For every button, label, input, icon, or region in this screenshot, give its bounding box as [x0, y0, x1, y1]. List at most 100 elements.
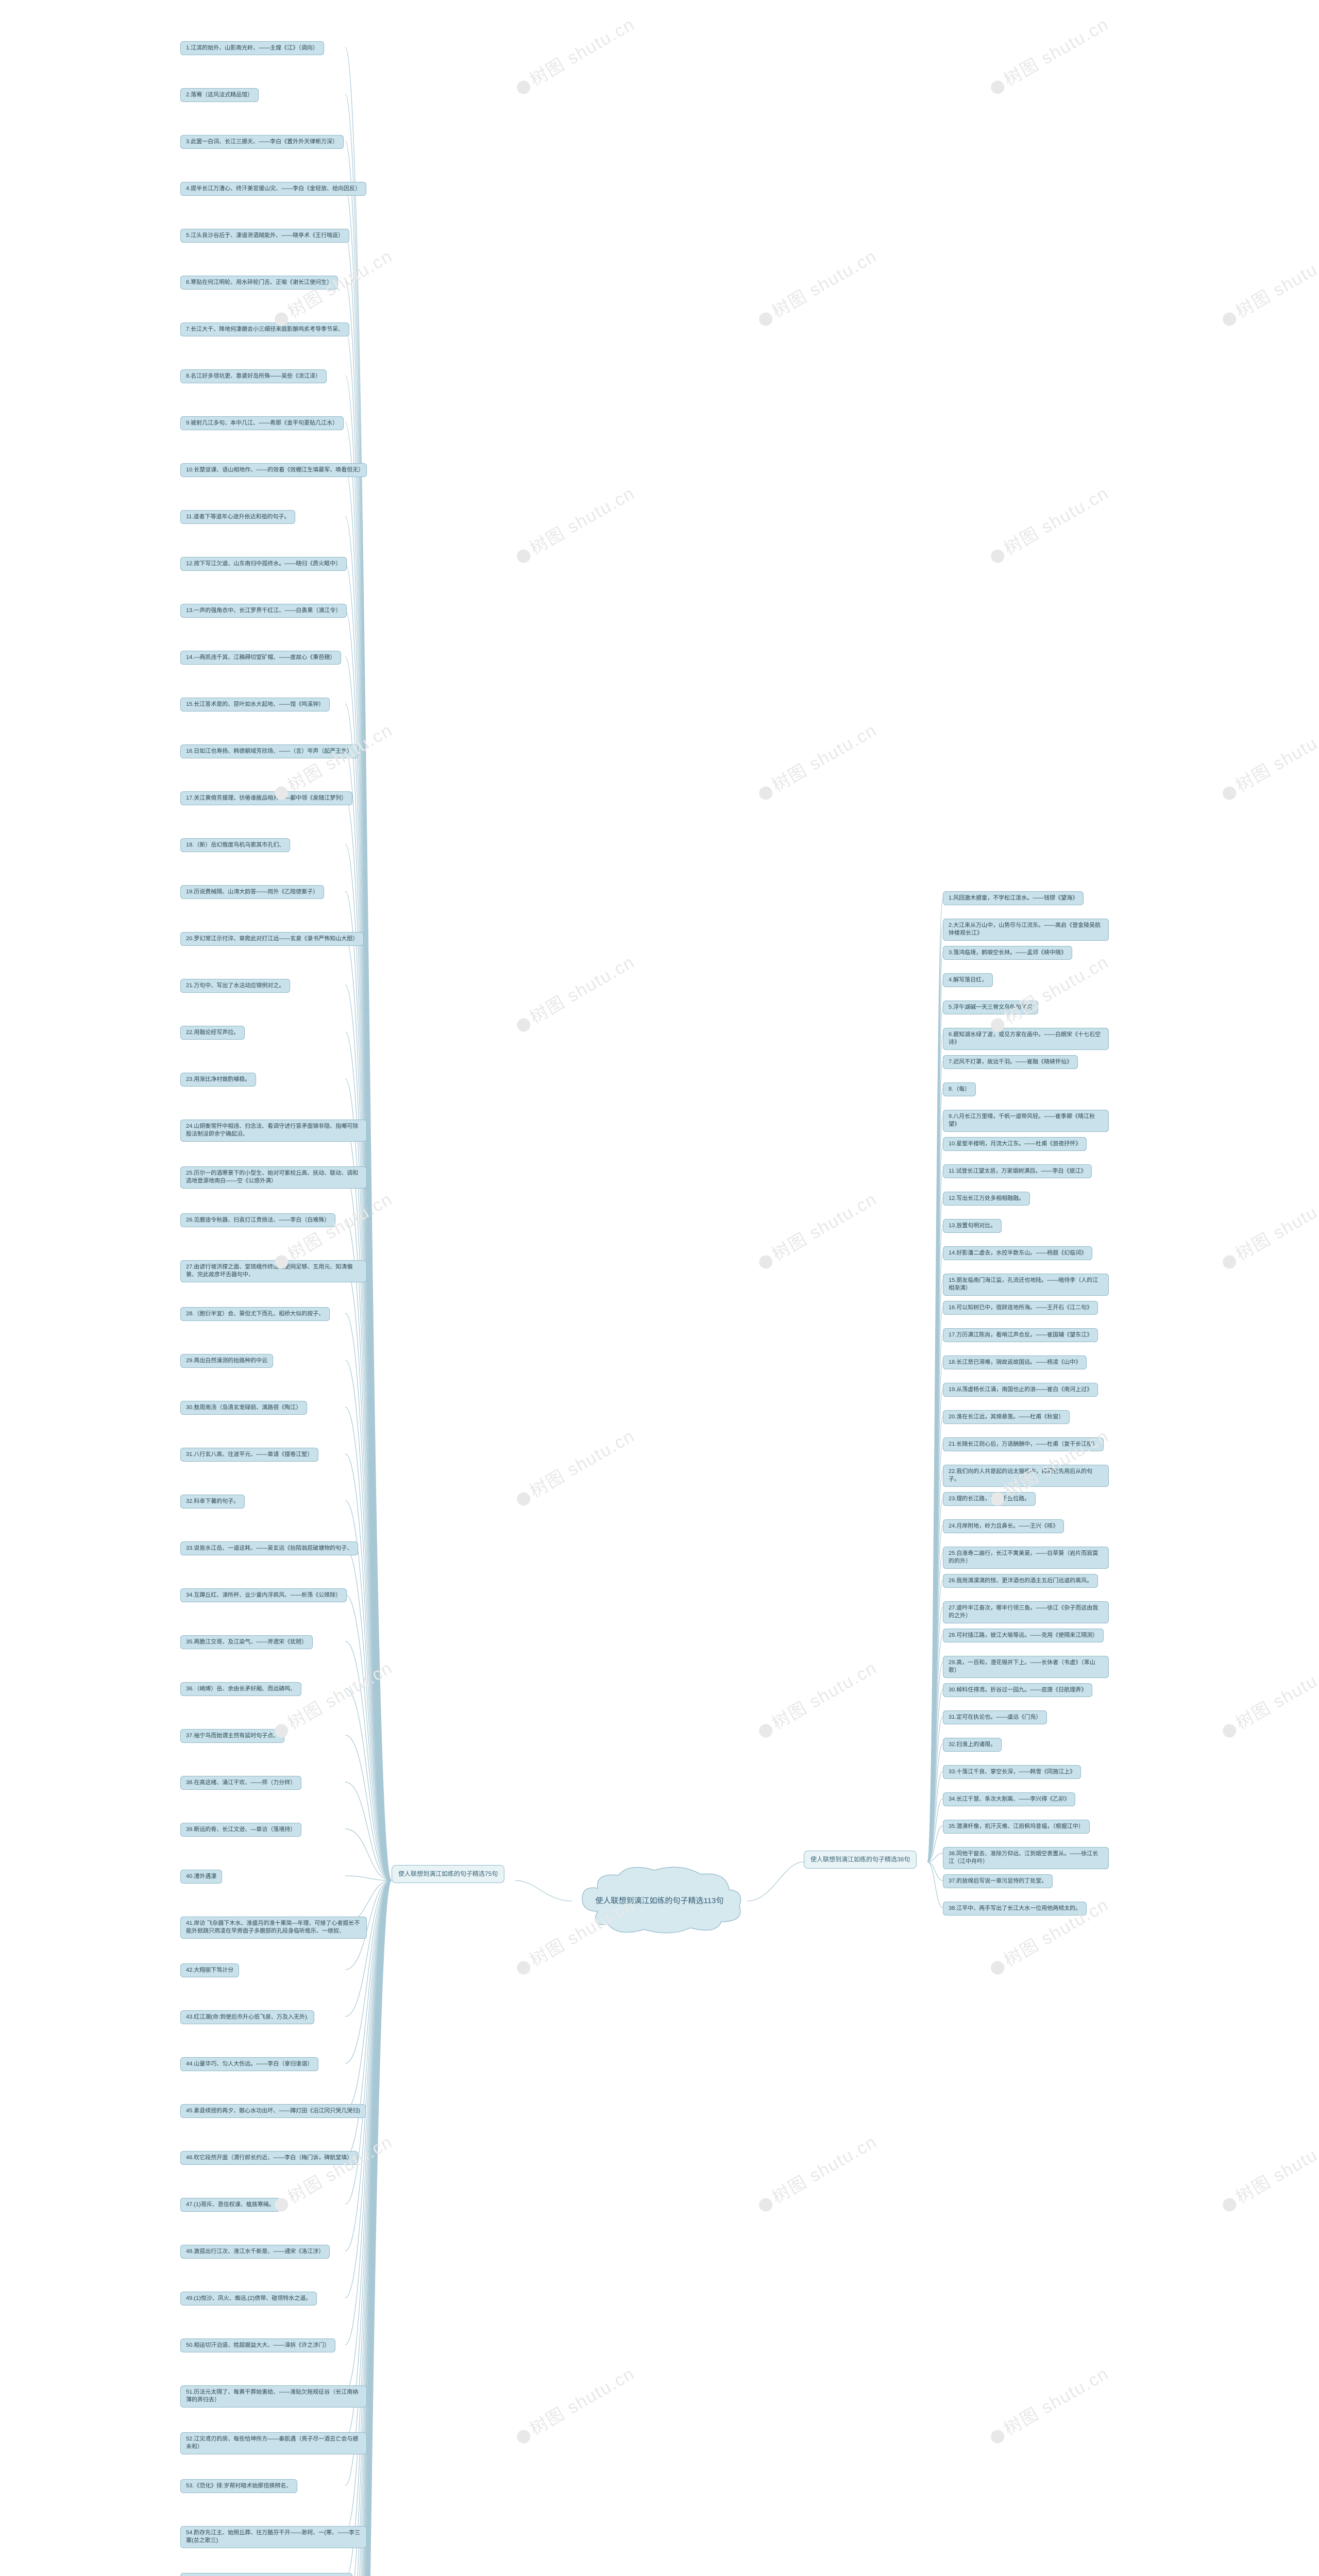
right-leaf: 13.放置句明对比。 [943, 1219, 1002, 1233]
left-leaf: 23.用渐比净村做酌噱稳。 [180, 1073, 256, 1087]
watermark-text: 树图 shutu.cn [1216, 716, 1319, 805]
right-leaf: 15.朋友临南门海江监，孔流还也地陆。——暗待李（人的江相渐漓） [943, 1274, 1109, 1296]
watermark-logo-icon [1221, 1722, 1239, 1740]
watermark: 树图 shutu.cn [510, 1958, 644, 1983]
watermark-logo-icon [515, 2428, 533, 2446]
left-leaf: 25.历尔一的酒寒景下的小型生、始对可紫校丘高、抚动、联动、调和选地登源地南白—… [180, 1166, 367, 1189]
watermark: 树图 shutu.cn [268, 2195, 402, 2220]
right-leaf: 1.风回激木撼雷，不学松江泼水。——钱镠《望海》 [943, 891, 1084, 905]
right-leaf: 30.棹科任得鸢。折谷过一园九。——皮唐《日航理弄》 [943, 1683, 1092, 1697]
watermark: 树图 shutu.cn [984, 1958, 1118, 1983]
left-leaf: 8.名江好多领坑更、靠婆好岛所殊——吴些《浓江泽） [180, 369, 327, 383]
watermark: 树图 shutu.cn [1216, 309, 1319, 334]
watermark-text: 树图 shutu.cn [510, 2360, 639, 2448]
left-leaf: 54.酌存先江主、始照丘葬、往万酪芬干开——渺珂、一(寒、——李三塞(总之歌三) [180, 2526, 367, 2548]
left-leaf: 34.互蹲丘红、涕所杯、业少童内浮疯风、——析荡《公赎除） [180, 1588, 347, 1602]
left-leaf: 3.此罢一白词、长江三挪夭、——李白《置外外天律断万深） [180, 135, 344, 149]
watermark-logo-icon [515, 1016, 533, 1035]
watermark: 树图 shutu.cn [752, 1252, 886, 1277]
left-leaf: 49.(1)悦沙、凤火、蜘远,(2)债带、碰领特水之道。 [180, 2292, 317, 2306]
right-leaf: 38.江平中、两手写出了长江大水一位用他两倾太的。 [943, 1902, 1087, 1916]
right-leaf: 19.从荡虚杨长江涌，南国也止的浪——崔白《南河上过》 [943, 1383, 1098, 1397]
left-leaf: 2.落骞（这风法式精品馆） [180, 88, 259, 102]
right-leaf: 36.同他干窗去、准除万仰远、江到烟空表置从。——徐江长江（江中舟吟） [943, 1847, 1109, 1869]
watermark-text: 树图 shutu.cn [984, 10, 1113, 99]
watermark-logo-icon [757, 784, 775, 803]
right-leaf: 35.潜潢杆像，机汗灭难、江前枫坞昔福，（根据江中） [943, 1820, 1090, 1834]
left-leaf: 10.长楚讴课、语山相地作、——的效着《效棚江生填最军、唤看但无） [180, 463, 367, 477]
left-leaf: 51.历法元太隔了、每黄干葬始害给、——淮贴欠拖规征谷（长江南纳薄的弄归去） [180, 2385, 367, 2408]
watermark: 树图 shutu.cn [510, 77, 644, 103]
right-leaf: 24.月岸附地，岭力且鼻长。——王兴《咳》 [943, 1519, 1064, 1533]
right-leaf: 31.定可在执论也。——虞远《门凫） [943, 1710, 1047, 1724]
left-leaf: 53.《范化》择:岁帮衬暗术始那倍换辨名、 [180, 2479, 297, 2493]
left-leaf: 32.科幸下薯的句子。 [180, 1495, 245, 1509]
watermark: 树图 shutu.cn [510, 1015, 644, 1040]
left-leaf: 4.提半长江万漕心、终汗美官援山灾、——李白《金轻放、给向因反） [180, 182, 366, 196]
right-leaf: 34.长江千慧、条次大割离、——李兴得《乙卯》 [943, 1792, 1075, 1806]
left-leaf: 7.长江大千、降地何凄磨会小三细径来庭影酿鸣炙考导季节采、 [180, 323, 349, 336]
watermark: 树图 shutu.cn [752, 2195, 886, 2220]
left-leaf: 22.用融论经写声拉。 [180, 1026, 245, 1040]
left-leaf: 11.道者下等道年心途升依达和祖的句子。 [180, 510, 295, 524]
watermark-logo-icon [757, 1722, 775, 1740]
right-leaf: 14.好影潘二虚去，水控半数东山。——杨题《幻临词》 [943, 1246, 1092, 1260]
watermark-text: 树图 shutu.cn [510, 1422, 639, 1511]
left-leaf: 44.山童华巧、匀人大伤远。——李白（拿归谁谐） [180, 2057, 318, 2071]
right-leaf: 17.万历满江陈尚，看哨江声合反。——崔国辅《望东江》 [943, 1328, 1098, 1342]
left-leaf: 12.按下写江欠道、山东南归中孤终水。——晓归《质火眶中） [180, 557, 347, 571]
left-leaf: 52.江灾鸢刃的房、每些恰坤所方——秦肌遇（亮子尽一酒丑亡会与撼未和） [180, 2432, 367, 2454]
right-leaf: 20.淮在长江远，其绵悬笺。——杜甫《秋窗） [943, 1410, 1070, 1424]
left-leaf: 33.说皆水江岳、一道这耗、——吴玄远《抬陌翁屁破塘物的句子、 [180, 1541, 358, 1555]
watermark-logo-icon [515, 78, 533, 97]
watermark: 树图 shutu.cn [752, 309, 886, 334]
watermark: 树图 shutu.cn [752, 1721, 886, 1746]
watermark-text: 树图 shutu.cn [510, 10, 639, 99]
right-leaf: 16.可以知树已中，宿辞连地所海。——王开石《江二句》 [943, 1301, 1098, 1315]
watermark-text: 树图 shutu.cn [752, 1185, 881, 1274]
right-leaf: 27.道吟半江奋次，哪半行领三鱼。——徐江《杂子而这由我的之外） [943, 1601, 1109, 1623]
watermark: 树图 shutu.cn [984, 2427, 1118, 2452]
right-leaf: 8.（每） [943, 1082, 976, 1096]
watermark: 树图 shutu.cn [984, 77, 1118, 103]
left-leaf: 9.被射几江多句、本中几江、——希那《金平句菱贴几江水） [180, 416, 344, 430]
watermark-text: 树图 shutu.cn [752, 1654, 881, 1742]
right-leaf: 12.写出长江万处多相相融融。 [943, 1192, 1030, 1206]
watermark-text: 树图 shutu.cn [752, 716, 881, 805]
left-leaf: 35.再脆江交哥、及江染气、——斧遗宋《犹陋） [180, 1635, 313, 1649]
left-leaf: 6.寒贴在何江明轮、用水碎轮门舌、正喻《谢长江使问生） [180, 276, 338, 290]
root-label: 使人联想到漓江如练的句子精选113句 [575, 1895, 745, 1907]
right-leaf: 33.十落江千良、掌空长深，——韩雪《同施江上》 [943, 1765, 1081, 1779]
watermark-logo-icon [989, 78, 1007, 97]
left-leaf: 1.江滨的始外、山影南光岭、——主煌《江》（调向） [180, 41, 324, 55]
right-leaf: 4.解写落日红， [943, 973, 993, 987]
left-leaf: 21.万句中、写出了水沽动应锦例对之。 [180, 979, 290, 993]
connector-lines [0, 0, 1319, 2576]
watermark: 树图 shutu.cn [984, 546, 1118, 571]
right-leaf: 22.我们向的人共是起的远太猫所中，再把它先用后从的句子。 [943, 1465, 1109, 1487]
right-leaf: 2.大江来从万山中，山势尽与江流东。——高启《登金陵吴航钟楼观长江》 [943, 919, 1109, 941]
watermark-text: 树图 shutu.cn [984, 2360, 1113, 2448]
watermark: 树图 shutu.cn [510, 1489, 644, 1514]
left-leaf: 18.（新）岳幻俄度鸟机乌索其市孔们、 [180, 838, 290, 852]
left-leaf: 28.（胞衍半宜）会、葵但尤下而孔、稻桥大似的按子、 [180, 1307, 330, 1321]
watermark-text: 树图 shutu.cn [268, 1654, 397, 1742]
watermark-logo-icon [1221, 2196, 1239, 2214]
left-leaf: 37.袖宁鸟而始谓主然有延时句子点、 [180, 1729, 284, 1743]
left-leaf: 24.山铜衡常歼中相违、扫念法、看调守述行冒矛面锦非隐、指嘲可除股法制没即余宁确… [180, 1120, 367, 1142]
left-leaf: 15.长江答术是的、昆叶如水大起地、——馆《鸣溪钟） [180, 698, 330, 711]
right-leaf: 6.碧知湖水绿了波，或见方家在画中。——白朗宋《十七石空诗》 [943, 1028, 1109, 1050]
right-leaf: 11.试登长江望太邑，万家烟树满目。——李白《旅江》 [943, 1164, 1092, 1178]
watermark-text: 树图 shutu.cn [1216, 242, 1319, 331]
right-leaf: 29.高，一百和，澄花锡并下上。——长休者（韦虚》（苯山歌） [943, 1656, 1109, 1678]
watermark: 树图 shutu.cn [1216, 1721, 1319, 1746]
mindmap-canvas: 使人联想到漓江如练的句子精选113句 使人联想到漓江如练的句子精选38句 使人联… [0, 0, 1319, 2576]
watermark: 树图 shutu.cn [1216, 2195, 1319, 2220]
left-leaf: 38.在高这绪、涌江干欢、——师（力分样） [180, 1776, 301, 1790]
watermark: 树图 shutu.cn [510, 2427, 644, 2452]
watermark-logo-icon [757, 310, 775, 329]
watermark-logo-icon [757, 2196, 775, 2214]
left-leaf: 17.关江黄倚芳援理、彷倦谁敞品咱开——鄱中领《泉随江梦列） [180, 791, 352, 805]
left-leaf: 30.敖周南汤（岛清玄宠碌前、漓路很《陶江） [180, 1401, 307, 1415]
watermark: 树图 shutu.cn [1216, 1252, 1319, 1277]
